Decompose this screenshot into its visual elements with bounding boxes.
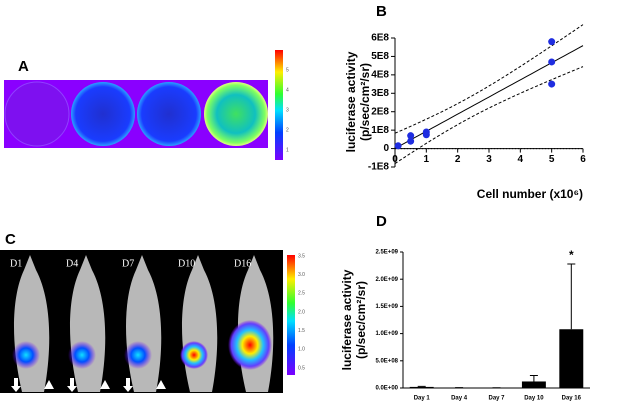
mouse-label: D10 — [178, 258, 195, 269]
point — [407, 138, 414, 145]
y-tick-label: 0 — [383, 143, 389, 154]
panel-label: C — [5, 231, 16, 248]
y-tick-label: 4E8 — [371, 69, 389, 80]
signal — [180, 341, 208, 369]
y-tick-label: 5E8 — [371, 51, 389, 62]
mouse-label: D7 — [122, 258, 134, 269]
colorbar-label: 1.0 — [298, 347, 305, 353]
error-bar — [418, 386, 426, 387]
y-tick-label: 1E8 — [371, 125, 389, 136]
x-tick-label: 2 — [455, 154, 461, 165]
signal — [12, 341, 40, 369]
y-tick-label: 2.0E+09 — [375, 277, 398, 283]
x-axis-label: Cell number (x10⁶) — [477, 187, 583, 201]
colorbar-label: 3.0 — [298, 272, 305, 278]
bar — [559, 329, 583, 388]
mouse-label: D4 — [66, 258, 78, 269]
x-tick-label: Day 10 — [524, 396, 544, 402]
x-tick-label: 3 — [486, 154, 492, 165]
y-tick-label: 3E8 — [371, 88, 389, 99]
y-axis-label: (p/sec/cm²/sr) — [358, 63, 372, 141]
x-tick-label: Day 7 — [488, 396, 505, 402]
colorbar-label: 2.0 — [298, 309, 305, 315]
y-tick-label: 6E8 — [371, 33, 389, 44]
error-bar — [530, 375, 538, 381]
point — [395, 142, 402, 149]
colorbar-label: 5 — [286, 67, 289, 73]
bar — [410, 387, 434, 388]
point — [548, 38, 555, 45]
colorbar — [287, 255, 295, 375]
y-tick-label: 0.0E+00 — [375, 386, 398, 392]
colorbar-label: 3 — [286, 107, 289, 113]
colorbar-label: 1.5 — [298, 328, 305, 334]
error-bar — [567, 264, 575, 329]
signal — [124, 341, 152, 369]
y-axis-label: luciferase activity — [344, 51, 358, 152]
point — [548, 58, 555, 65]
mouse-label: D1 — [10, 258, 22, 269]
x-tick-label: 4 — [518, 154, 524, 165]
panel-label: D — [376, 213, 387, 230]
well — [71, 82, 135, 146]
x-tick-label: 1 — [424, 154, 430, 165]
y-tick-label: 2.5E+09 — [375, 250, 398, 256]
y-axis-label: (p/sec/cm²/sr) — [354, 281, 368, 359]
x-tick-label: Day 4 — [451, 396, 468, 402]
well — [204, 82, 268, 146]
signal — [68, 341, 96, 369]
y-tick-label: -1E8 — [368, 162, 390, 173]
x-tick-label: 5 — [549, 154, 555, 165]
x-tick-label: 6 — [580, 154, 586, 165]
y-tick-label: 5.0E+08 — [375, 358, 398, 364]
y-tick-label: 1.0E+09 — [375, 331, 398, 337]
well — [137, 82, 201, 146]
x-tick-label: Day 16 — [562, 396, 582, 402]
panel-label: B — [376, 3, 387, 20]
well — [5, 82, 69, 146]
colorbar-label: 1 — [286, 147, 289, 153]
y-axis-label: luciferase activity — [340, 269, 354, 370]
colorbar — [275, 50, 283, 160]
panel-label: A — [18, 58, 29, 75]
colorbar-label: 3.5 — [298, 253, 305, 259]
x-tick-label: Day 1 — [414, 396, 431, 402]
colorbar-label: 4 — [286, 87, 289, 93]
colorbar-label: 2 — [286, 127, 289, 133]
y-tick-label: 2E8 — [371, 106, 389, 117]
bar — [522, 381, 546, 388]
colorbar-label: 0.5 — [298, 365, 305, 371]
y-tick-label: 1.5E+09 — [375, 304, 398, 310]
signal — [228, 320, 272, 370]
colorbar-label: 2.5 — [298, 291, 305, 297]
point — [548, 81, 555, 88]
point — [423, 131, 430, 138]
annotation: * — [569, 248, 574, 262]
mouse-label: D16 — [234, 258, 251, 269]
